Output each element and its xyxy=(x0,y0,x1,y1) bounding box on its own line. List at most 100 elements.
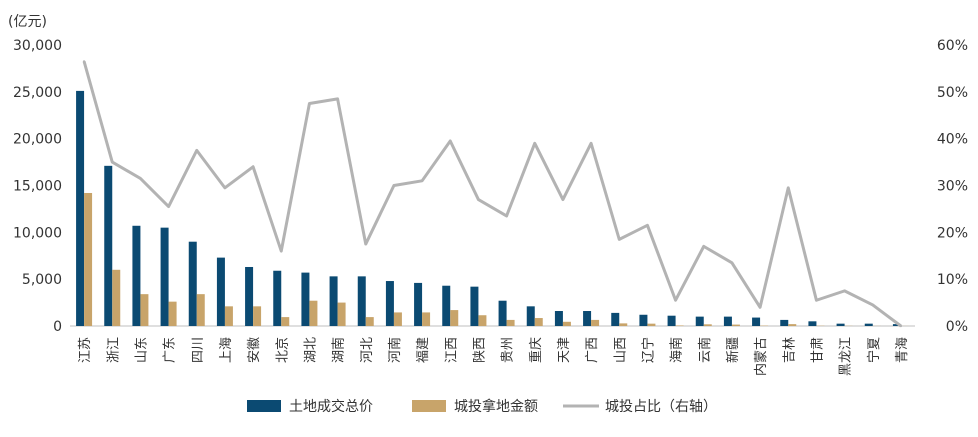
bar-land-total xyxy=(245,267,253,326)
line-point xyxy=(111,161,113,163)
line-point xyxy=(872,304,874,306)
x-tick-label: 山西 xyxy=(613,337,628,363)
x-tick-label: 天津 xyxy=(557,337,572,363)
x-tick-label: 重庆 xyxy=(528,337,544,363)
y-right-tick-label: 0% xyxy=(946,319,968,335)
bar-chengtou xyxy=(507,320,515,326)
bar-land-total xyxy=(301,273,309,326)
x-tick-label: 甘肃 xyxy=(810,337,825,363)
x-tick-label: 江苏 xyxy=(77,337,93,363)
x-tick-label: 新疆 xyxy=(725,337,741,363)
bar-chengtou xyxy=(647,324,655,326)
legend-swatch xyxy=(247,400,281,412)
bar-land-total xyxy=(696,317,704,326)
bar-chengtou xyxy=(422,312,430,326)
line-chengtou-share xyxy=(84,61,901,326)
bar-chengtou xyxy=(140,294,148,326)
y-left-tick-label: 25,000 xyxy=(13,85,62,101)
bar-chengtou xyxy=(732,325,740,326)
x-tick-label: 宁夏 xyxy=(866,337,882,363)
bar-chengtou xyxy=(281,317,289,326)
axes: 05,00010,00015,00020,00025,00030,0000%10… xyxy=(13,38,968,335)
bar-chengtou xyxy=(478,315,486,326)
x-tick-label: 上海 xyxy=(219,337,234,363)
bar-chengtou xyxy=(338,303,346,326)
line-point xyxy=(703,245,705,247)
line-series xyxy=(83,60,902,327)
y-right-tick-label: 40% xyxy=(937,132,968,148)
bar-land-total xyxy=(555,311,563,326)
bar-land-total xyxy=(273,271,281,326)
x-tick-label: 北京 xyxy=(275,337,290,363)
bar-land-total xyxy=(583,311,591,326)
x-tick-label: 贵州 xyxy=(501,337,516,363)
x-tick-label: 陕西 xyxy=(472,337,487,363)
x-tick-label: 内蒙古 xyxy=(753,337,769,376)
y-right-tick-label: 30% xyxy=(937,179,968,195)
line-point xyxy=(308,102,310,104)
line-point xyxy=(534,142,536,144)
bar-land-total xyxy=(470,287,478,326)
bar-chengtou xyxy=(591,320,599,326)
bar-chengtou xyxy=(309,301,317,326)
bar-land-total xyxy=(104,166,112,326)
legend-label: 土地成交总价 xyxy=(289,398,373,415)
bar-chengtou xyxy=(704,324,712,326)
y-right-tick-label: 60% xyxy=(937,38,968,54)
x-tick-label: 安徽 xyxy=(247,337,262,363)
bar-land-total xyxy=(414,283,422,326)
bar-land-total xyxy=(668,316,676,326)
x-tick-label: 福建 xyxy=(416,337,431,363)
x-tick-label: 湖北 xyxy=(303,337,318,363)
x-tick-label: 海南 xyxy=(669,337,685,363)
x-tick-label: 广西 xyxy=(585,337,600,363)
line-point xyxy=(562,198,564,200)
y-left-tick-label: 30,000 xyxy=(13,38,62,54)
line-point xyxy=(280,250,282,252)
x-tick-label: 四川 xyxy=(191,337,206,363)
line-point xyxy=(449,140,451,142)
line-point xyxy=(196,149,198,151)
bar-chengtou xyxy=(225,306,233,326)
bar-land-total xyxy=(161,228,169,326)
line-point xyxy=(477,198,479,200)
y-right-tick-label: 50% xyxy=(937,85,968,101)
y-right-tick-label: 10% xyxy=(937,272,968,288)
line-point xyxy=(421,180,423,182)
legend-swatch xyxy=(412,400,446,412)
line-point xyxy=(900,325,902,327)
bar-land-total xyxy=(527,306,535,326)
x-tick-label: 河北 xyxy=(360,337,375,363)
bar-chengtou xyxy=(676,325,684,326)
bar-chengtou xyxy=(197,294,205,326)
bar-chengtou xyxy=(450,310,458,326)
bar-land-total xyxy=(752,318,760,326)
bar-chengtou xyxy=(169,302,177,326)
line-point xyxy=(618,238,620,240)
bar-chengtou xyxy=(788,324,796,326)
bar-chengtou xyxy=(112,270,120,326)
bar-chengtou xyxy=(253,306,261,326)
line-point xyxy=(759,306,761,308)
legend-label: 城投占比（右轴） xyxy=(605,399,717,415)
bar-land-total xyxy=(442,286,450,326)
bar-chengtou xyxy=(619,323,627,326)
bar-chengtou xyxy=(366,317,374,326)
bar-land-total xyxy=(639,315,647,326)
bar-chengtou xyxy=(394,312,402,326)
bar-land-total xyxy=(808,321,816,326)
line-point xyxy=(393,184,395,186)
x-tick-label: 辽宁 xyxy=(640,337,656,363)
bar-land-total xyxy=(217,258,225,326)
y-left-tick-label: 5,000 xyxy=(22,272,62,288)
bar-chengtou xyxy=(84,193,92,326)
line-point xyxy=(336,98,338,100)
line-point xyxy=(167,205,169,207)
bar-land-total xyxy=(358,276,366,326)
x-tick-label: 广东 xyxy=(163,337,178,363)
bar-chengtou xyxy=(563,322,571,326)
line-point xyxy=(505,215,507,217)
line-point xyxy=(590,142,592,144)
